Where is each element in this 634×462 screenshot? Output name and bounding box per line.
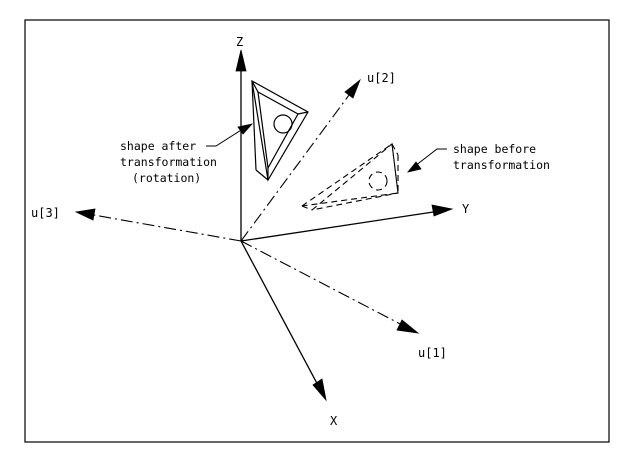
u1-axis: u[1] bbox=[240, 240, 447, 360]
u3-axis-label: u[3] bbox=[31, 206, 60, 220]
rotated-triangle-inner-face bbox=[257, 90, 299, 170]
callout-before: shape before transformation bbox=[406, 142, 550, 173]
x-axis: X bbox=[240, 240, 338, 428]
original-triangle-face bbox=[301, 143, 399, 207]
diagram-border bbox=[24, 19, 610, 443]
callout-after-leader bbox=[206, 126, 247, 147]
u1-axis-arrowhead bbox=[396, 319, 420, 334]
rotated-triangle-face bbox=[251, 79, 309, 182]
callout-before-line-2: transformation bbox=[453, 158, 550, 172]
x-axis-arrowhead bbox=[312, 378, 327, 402]
z-axis: Z bbox=[235, 35, 247, 241]
callout-after-line-3: (rotation) bbox=[132, 171, 201, 185]
callout-after-line-2: transformation bbox=[120, 155, 217, 169]
y-axis-label: Y bbox=[462, 202, 470, 216]
x-axis-label: X bbox=[330, 414, 338, 428]
u3-axis: u[3] bbox=[31, 206, 242, 242]
original-triangle-back-face bbox=[311, 142, 399, 211]
callout-before-leader bbox=[414, 148, 447, 167]
u2-axis-arrowhead bbox=[344, 78, 361, 99]
y-axis-arrowhead bbox=[431, 204, 454, 217]
shape-after-transformation bbox=[251, 79, 309, 182]
u2-axis-label: u[2] bbox=[367, 71, 396, 85]
callout-after: shape after transformation (rotation) bbox=[120, 123, 254, 185]
y-axis: Y bbox=[240, 202, 470, 242]
callout-after-arrowhead bbox=[237, 123, 254, 135]
z-axis-arrowhead bbox=[235, 49, 247, 72]
u1-axis-label: u[1] bbox=[418, 346, 447, 360]
original-hole-circle bbox=[368, 171, 388, 191]
u2-axis: u[2] bbox=[240, 71, 396, 242]
u3-axis-arrowhead bbox=[74, 208, 96, 221]
callout-before-line-1: shape before bbox=[453, 142, 536, 156]
shape-before-transformation bbox=[301, 142, 399, 211]
callout-before-arrowhead bbox=[406, 161, 422, 173]
callout-after-line-1: shape after bbox=[120, 139, 196, 153]
z-axis-label: Z bbox=[236, 35, 243, 49]
rotated-hole-circle bbox=[273, 114, 293, 134]
